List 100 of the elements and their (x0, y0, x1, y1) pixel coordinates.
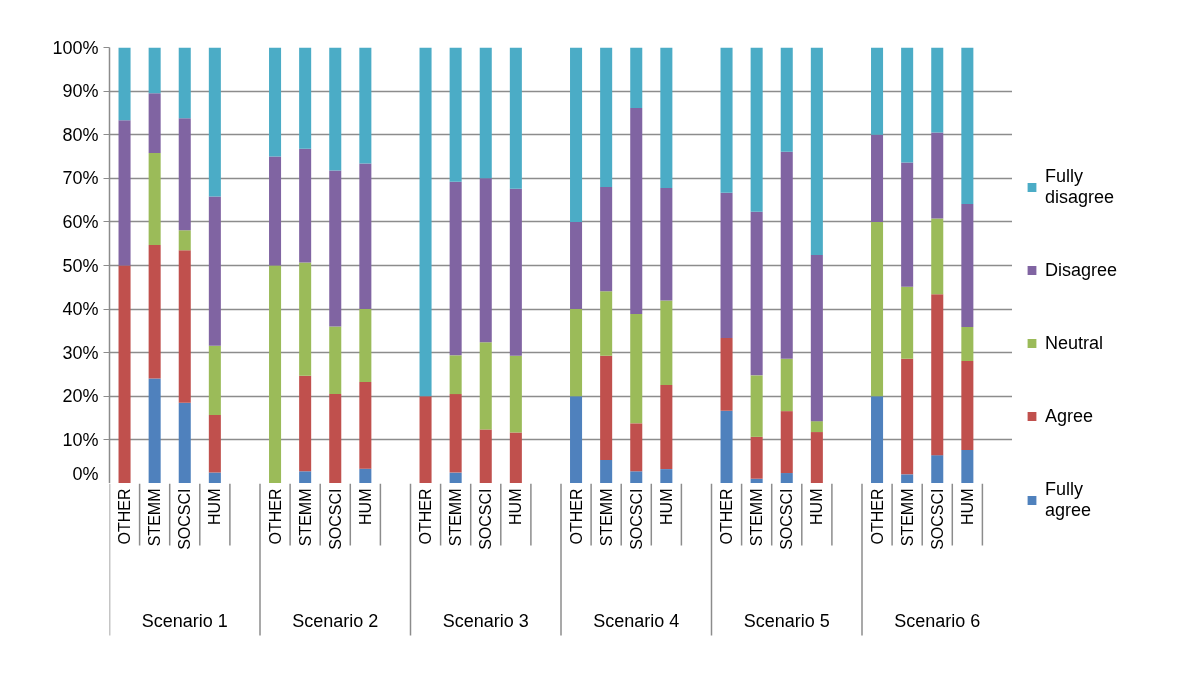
bar (419, 396, 432, 483)
bar (931, 47, 944, 133)
bar (660, 300, 673, 385)
bar (208, 472, 221, 483)
y-tick-label: 30% (62, 342, 99, 363)
bar (329, 326, 342, 395)
text: Scenario 1 (141, 610, 228, 631)
bar (449, 355, 462, 395)
legend-label: Fully agree (1045, 478, 1092, 521)
bar (299, 471, 312, 483)
bar (810, 421, 823, 433)
bar (720, 337, 733, 411)
bar (509, 188, 522, 356)
bar (630, 108, 643, 314)
bar (780, 151, 793, 359)
bar (931, 132, 944, 219)
x-tick-label: OTHER (718, 488, 736, 545)
bar (750, 375, 763, 437)
bar (449, 47, 462, 182)
bar (660, 384, 673, 470)
bar (479, 429, 492, 483)
x-tick-label: STEMM (296, 488, 314, 547)
bar (750, 47, 763, 212)
bar (329, 47, 342, 171)
bar (208, 47, 221, 197)
bar (148, 47, 161, 94)
bar (269, 265, 282, 483)
bar (178, 118, 191, 231)
text: Scenario 6 (894, 610, 981, 631)
bar (148, 93, 161, 154)
x-tick-label: HUM (507, 488, 525, 525)
x-tick-label: OTHER (116, 488, 134, 545)
text: Scenario 3 (442, 610, 529, 631)
bar (600, 47, 613, 188)
bar (780, 411, 793, 474)
bar (178, 230, 191, 251)
y-tick-label: 10% (62, 429, 99, 450)
bar (630, 313, 643, 424)
x-tick-label: SOCSCI (326, 488, 344, 550)
x-tick-label: SOCSCI (176, 488, 194, 550)
bar (449, 394, 462, 473)
bar (901, 358, 914, 475)
bar (901, 47, 914, 163)
bar (931, 455, 944, 483)
text: Scenario 4 (593, 610, 680, 631)
bar (178, 250, 191, 403)
y-tick-label: 90% (62, 81, 99, 102)
bar (269, 47, 282, 157)
bar (509, 355, 522, 433)
legend-label: Neutral (1045, 332, 1104, 354)
bar (269, 156, 282, 266)
bar (570, 309, 583, 397)
bar (299, 148, 312, 263)
bar (720, 47, 733, 193)
legend-label: Disagree (1045, 259, 1118, 281)
bar (208, 196, 221, 346)
bar (600, 291, 613, 356)
bar (178, 47, 191, 119)
bar (479, 47, 492, 179)
x-tick-label: STEMM (447, 488, 465, 547)
bar (931, 218, 944, 295)
x-tick-label: OTHER (868, 488, 886, 545)
bar (118, 47, 131, 121)
x-tick-label: STEMM (597, 488, 615, 547)
bar (750, 211, 763, 376)
bar (509, 432, 522, 483)
x-tick-label: STEMM (146, 488, 164, 547)
bar (299, 262, 312, 376)
bar (570, 47, 583, 222)
bar (479, 342, 492, 430)
x-tick-label: HUM (356, 488, 374, 525)
bar (780, 473, 793, 483)
bar (901, 162, 914, 287)
bar (118, 265, 131, 483)
bar (871, 396, 884, 483)
bar (359, 163, 372, 310)
bar (660, 469, 673, 483)
bar (600, 459, 613, 483)
x-tick-label: OTHER (266, 488, 284, 545)
bar (509, 47, 522, 189)
bar (449, 472, 462, 483)
bar (570, 221, 583, 310)
text: Scenario 5 (743, 610, 830, 631)
bar (359, 468, 372, 483)
bar (118, 120, 131, 266)
y-tick-label: 0% (72, 463, 99, 484)
bar (359, 309, 372, 382)
bar (810, 432, 823, 483)
bar (359, 381, 372, 469)
bar (750, 478, 763, 483)
bar (479, 178, 492, 343)
bar (359, 47, 372, 164)
x-tick-label: OTHER (567, 488, 585, 545)
x-tick-label: SOCSCI (627, 488, 645, 550)
bar (208, 345, 221, 416)
bar (630, 471, 643, 483)
bar (871, 221, 884, 397)
bar (208, 415, 221, 473)
x-tick-label: SOCSCI (778, 488, 796, 550)
x-tick-label: HUM (808, 488, 826, 525)
